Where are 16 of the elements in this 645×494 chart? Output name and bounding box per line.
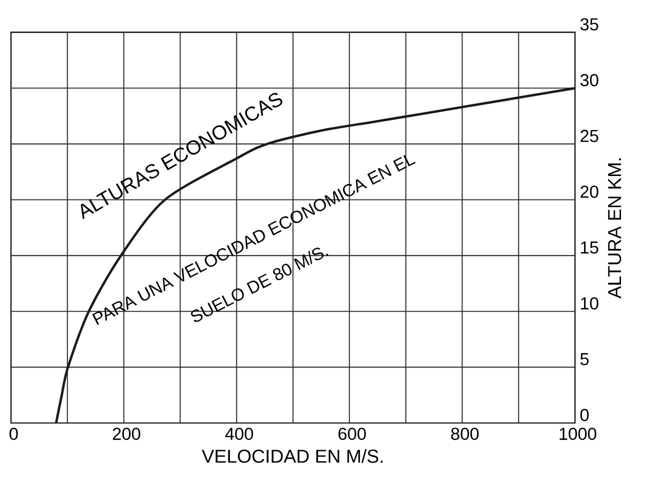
x-tick-label: 1000 bbox=[560, 428, 596, 440]
x-tick-label: 600 bbox=[338, 428, 366, 440]
y-tick-label: 30 bbox=[580, 74, 598, 86]
y-tick-label: 15 bbox=[581, 242, 598, 254]
x-tick-label: 200 bbox=[112, 428, 140, 440]
y-tick-label: 10 bbox=[581, 297, 598, 310]
y-tick-label: 20 bbox=[580, 186, 598, 198]
x-tick-label: 400 bbox=[225, 428, 254, 440]
x-tick-label: 0 bbox=[10, 428, 18, 440]
y-tick-label: 0 bbox=[580, 408, 589, 422]
y-tick-label: 25 bbox=[580, 130, 598, 142]
x-tick-label: 800 bbox=[451, 428, 479, 440]
y-axis-title: ALTURA EN KM. bbox=[608, 158, 622, 298]
y-tick-label: 35 bbox=[580, 18, 598, 30]
x-axis-title: VELOCIDAD EN M/S. bbox=[202, 449, 383, 463]
y-tick-label: 5 bbox=[580, 353, 589, 366]
